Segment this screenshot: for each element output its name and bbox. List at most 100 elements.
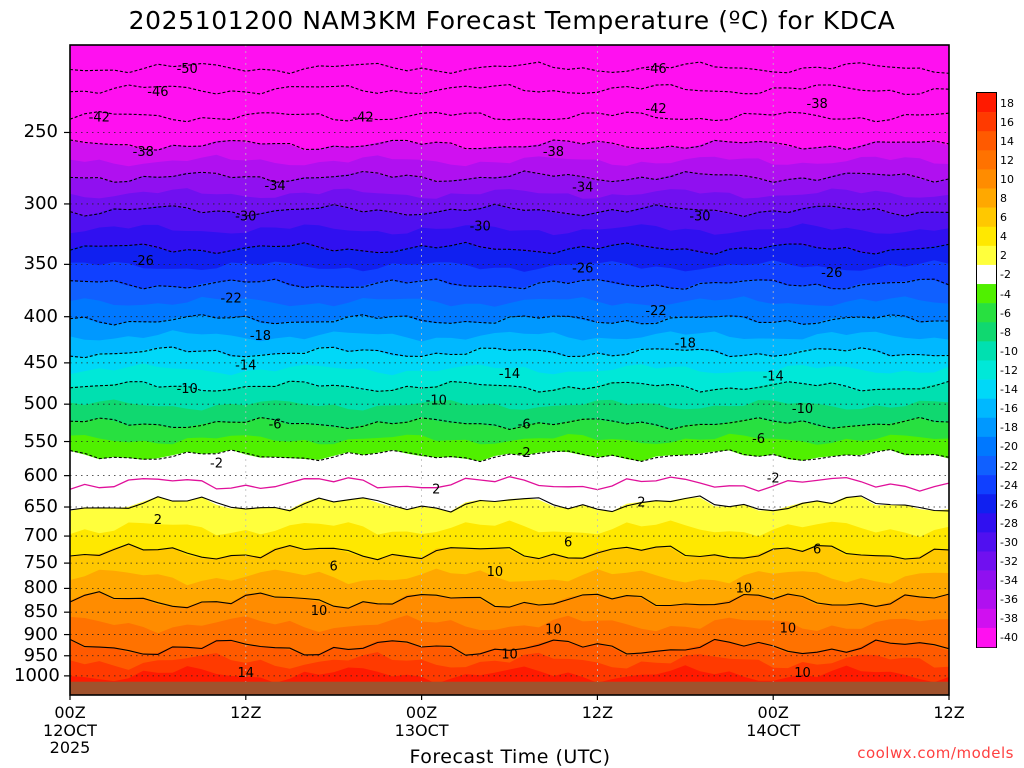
colorbar-swatch--40 xyxy=(977,627,996,648)
colorbar-label: -2 xyxy=(1000,268,1011,282)
colorbar-swatch-10 xyxy=(977,169,996,189)
contour-label: -2 xyxy=(210,456,223,471)
contour-label: 6 xyxy=(813,543,821,558)
isotherm--34 xyxy=(70,170,949,183)
colorbar-label: -20 xyxy=(1000,440,1018,454)
isotherm--46 xyxy=(70,84,949,96)
contour-label: -10 xyxy=(177,382,198,397)
contour-label: 10 xyxy=(501,648,518,663)
colorbar-label: -18 xyxy=(1000,421,1018,435)
contour-label: -14 xyxy=(235,359,256,374)
colorbar-label: -32 xyxy=(1000,555,1018,569)
contour-label: -2 xyxy=(518,446,531,461)
x-tick-label: 00Z xyxy=(54,703,86,722)
contour-label: -6 xyxy=(269,417,282,432)
colorbar-label: -34 xyxy=(1000,574,1018,588)
colorbar-swatch-4 xyxy=(977,226,996,247)
contour-label: 10 xyxy=(780,622,797,637)
colorbar-label: 18 xyxy=(1000,96,1014,110)
colorbar-swatch--14 xyxy=(977,379,996,399)
contour-label: -22 xyxy=(221,292,242,307)
colorbar-swatch--6 xyxy=(977,303,996,323)
colorbar-label: 6 xyxy=(1000,211,1007,225)
y-tick-label-300: 300 xyxy=(23,192,58,214)
contour-label: 14 xyxy=(238,666,255,681)
colorbar-swatch--10 xyxy=(977,341,996,361)
colorbar-swatch--32 xyxy=(977,551,996,571)
colorbar-swatch--26 xyxy=(977,494,996,514)
colorbar-label: -36 xyxy=(1000,593,1018,607)
contour-label: -38 xyxy=(133,145,154,160)
contour-label: -18 xyxy=(250,329,271,344)
colorbar-swatch-8 xyxy=(977,188,996,208)
contour-label: -34 xyxy=(264,179,285,194)
colorbar-swatch--30 xyxy=(977,532,996,552)
x-tick-date: 14OCT xyxy=(746,721,801,740)
contour-label: 2 xyxy=(154,513,162,528)
contour-label: -18 xyxy=(675,336,696,351)
credit-link[interactable]: coolwx.com/models xyxy=(857,744,1014,762)
colorbar-swatch-16 xyxy=(977,112,996,132)
x-tick-date: 12OCT xyxy=(43,721,97,740)
y-tick-label-450: 450 xyxy=(23,351,58,373)
contour-label: -6 xyxy=(518,417,531,432)
plot-frame xyxy=(69,44,950,696)
contour-label: -2 xyxy=(767,472,780,487)
colorbar-frame xyxy=(976,92,997,648)
contour-label: 10 xyxy=(736,581,753,596)
colorbar-swatch--20 xyxy=(977,436,996,457)
colorbar-label: -40 xyxy=(1000,631,1018,645)
colorbar-swatch-6 xyxy=(977,207,996,228)
contour-label: -10 xyxy=(426,393,447,408)
colorbar-swatch--28 xyxy=(977,513,996,533)
colorbar-swatch-12 xyxy=(977,150,996,170)
colorbar-label: 8 xyxy=(1000,192,1007,206)
colorbar-label: 10 xyxy=(1000,172,1014,186)
contour-label: -22 xyxy=(645,304,666,319)
isotherm--2 xyxy=(70,448,949,463)
x-tick-date: 13OCT xyxy=(394,721,449,740)
colorbar-swatch-2 xyxy=(977,245,996,266)
contour-label: -42 xyxy=(352,110,373,125)
colorbar-label: -12 xyxy=(1000,364,1018,377)
freezing-line xyxy=(70,476,949,492)
colorbar-label: -22 xyxy=(1000,459,1018,473)
x-tick-label: 12Z xyxy=(933,703,965,722)
y-tick-label-950: 950 xyxy=(23,644,58,666)
x-tick-label: 00Z xyxy=(405,703,438,722)
chart-title: 2025101200 NAM3KM Forecast Temperature (… xyxy=(128,6,896,35)
colorbar-label: -24 xyxy=(1000,478,1018,492)
isotherm--42 xyxy=(70,111,949,123)
isotherm-6 xyxy=(70,543,949,561)
colorbar-label: 16 xyxy=(1000,115,1014,129)
contour-label: -10 xyxy=(792,402,813,417)
x-tick-label: 12Z xyxy=(581,703,614,722)
y-tick-label-700: 700 xyxy=(23,525,58,547)
contour-label: 6 xyxy=(330,560,338,575)
contour-label: -46 xyxy=(645,62,666,77)
isotherm--38 xyxy=(70,139,949,151)
colorbar-label: 14 xyxy=(1000,134,1014,148)
colorbar-swatch--4 xyxy=(977,284,996,304)
isotherm-2 xyxy=(70,495,949,513)
ground-surface xyxy=(70,681,949,695)
contour-label: -14 xyxy=(499,367,520,382)
colorbar-swatch--12 xyxy=(977,360,996,380)
colorbar-swatch-14 xyxy=(977,131,996,151)
y-tick-label-650: 650 xyxy=(23,496,58,517)
contour-label: -42 xyxy=(645,102,666,117)
colorbar-label: -14 xyxy=(1000,383,1018,397)
isotherm--14 xyxy=(70,346,949,359)
y-tick-label-1000: 1000 xyxy=(14,664,60,686)
colorbar-label: -4 xyxy=(1000,287,1011,301)
contour-label: -34 xyxy=(572,181,593,196)
isotherm--50 xyxy=(70,61,949,75)
colorbar-swatch--34 xyxy=(977,570,996,590)
contour-label: 10 xyxy=(487,565,504,580)
y-tick-label-600: 600 xyxy=(23,464,58,486)
colorbar-swatch-18 xyxy=(977,93,996,113)
contour-label: -42 xyxy=(89,110,110,125)
contour-label: 10 xyxy=(311,604,328,619)
x-tick-label: 12Z xyxy=(230,703,262,722)
isotherm--10 xyxy=(70,380,949,393)
